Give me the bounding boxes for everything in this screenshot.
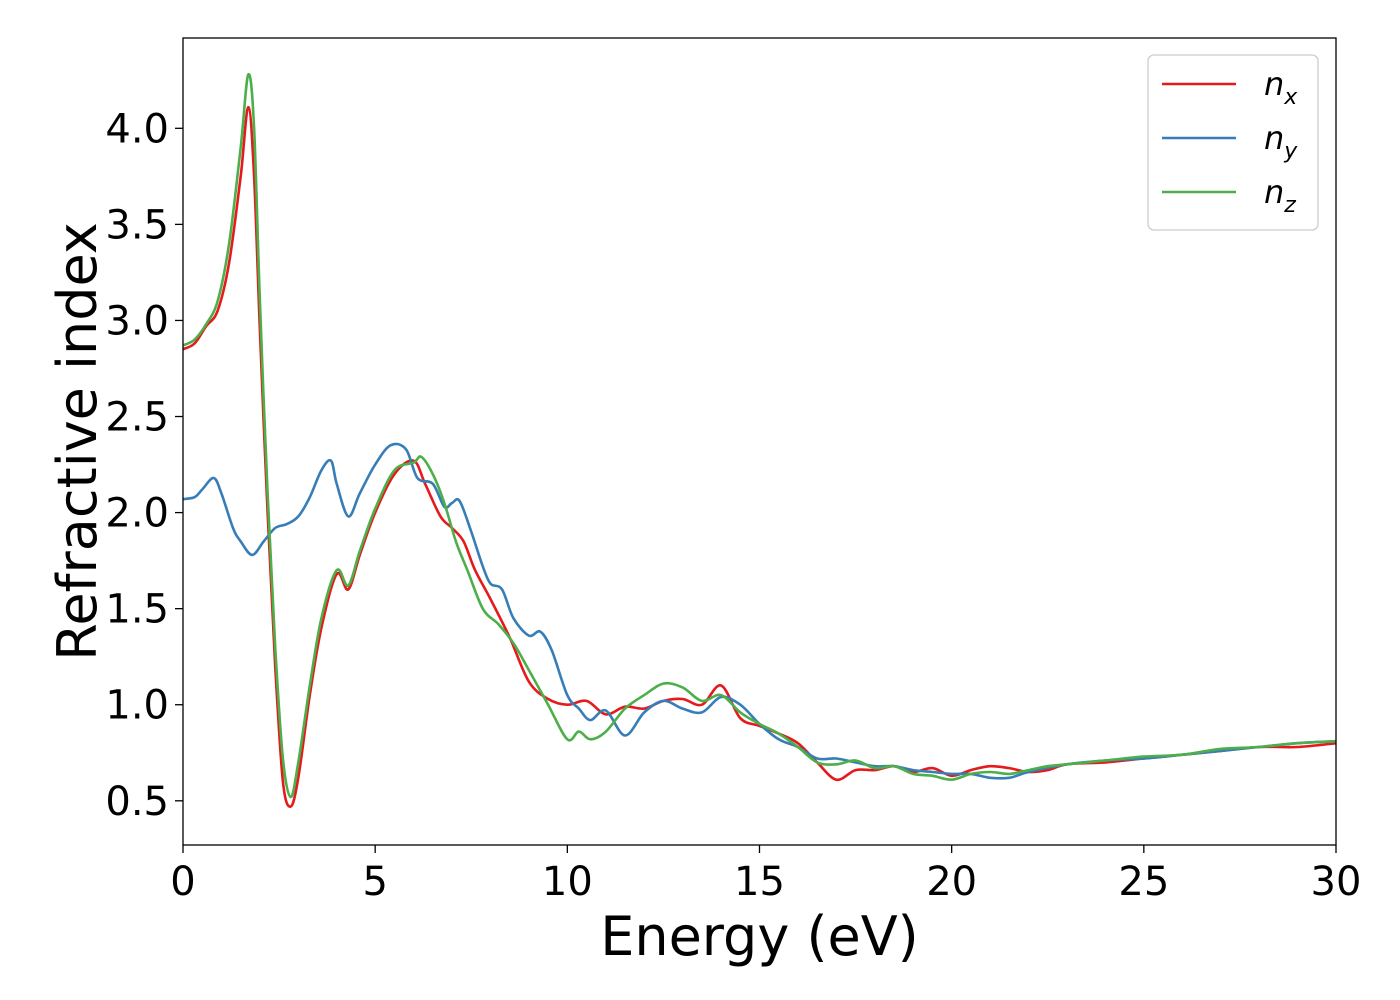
x-axis-title: Energy (eV)	[600, 905, 919, 968]
legend-label-base: n	[1264, 65, 1284, 103]
legend-box	[1147, 54, 1319, 231]
y-tick-label: 1.0	[105, 683, 169, 729]
series-layer	[182, 73, 1337, 808]
x-tick-label: 15	[734, 859, 785, 905]
y-axis: 0.5 1.0 1.5 2.0 2.5 3.0 3.5 4.0	[105, 106, 183, 825]
x-axis: 0 5 10 15 20 25 30	[170, 845, 1361, 905]
x-tick-label: 20	[926, 859, 977, 905]
y-tick-label: 2.5	[105, 395, 169, 441]
x-tick-label: 10	[542, 859, 593, 905]
x-tick-label: 5	[362, 859, 387, 905]
y-tick-label: 0.5	[105, 779, 169, 825]
legend-label-base: n	[1264, 119, 1284, 157]
legend-label-base: n	[1264, 173, 1284, 211]
legend-label-subscript: y	[1283, 139, 1298, 164]
y-axis-title: Refractive index	[46, 222, 109, 661]
y-tick-label: 3.0	[105, 298, 169, 344]
y-tick-label: 4.0	[105, 106, 169, 152]
legend-label-z: nz	[1264, 173, 1296, 218]
x-tick-label: 30	[1311, 859, 1362, 905]
x-tick-label: 0	[170, 859, 195, 905]
y-tick-label: 1.5	[105, 587, 169, 633]
legend-label-subscript: z	[1283, 193, 1296, 218]
y-tick-label: 2.0	[105, 491, 169, 537]
x-tick-label: 25	[1118, 859, 1169, 905]
legend-label-subscript: x	[1283, 85, 1298, 110]
legend-label-x: nx	[1264, 65, 1298, 110]
y-tick-label: 3.5	[105, 202, 169, 248]
series-line-z	[182, 73, 1337, 799]
legend-label-y: ny	[1264, 119, 1298, 164]
